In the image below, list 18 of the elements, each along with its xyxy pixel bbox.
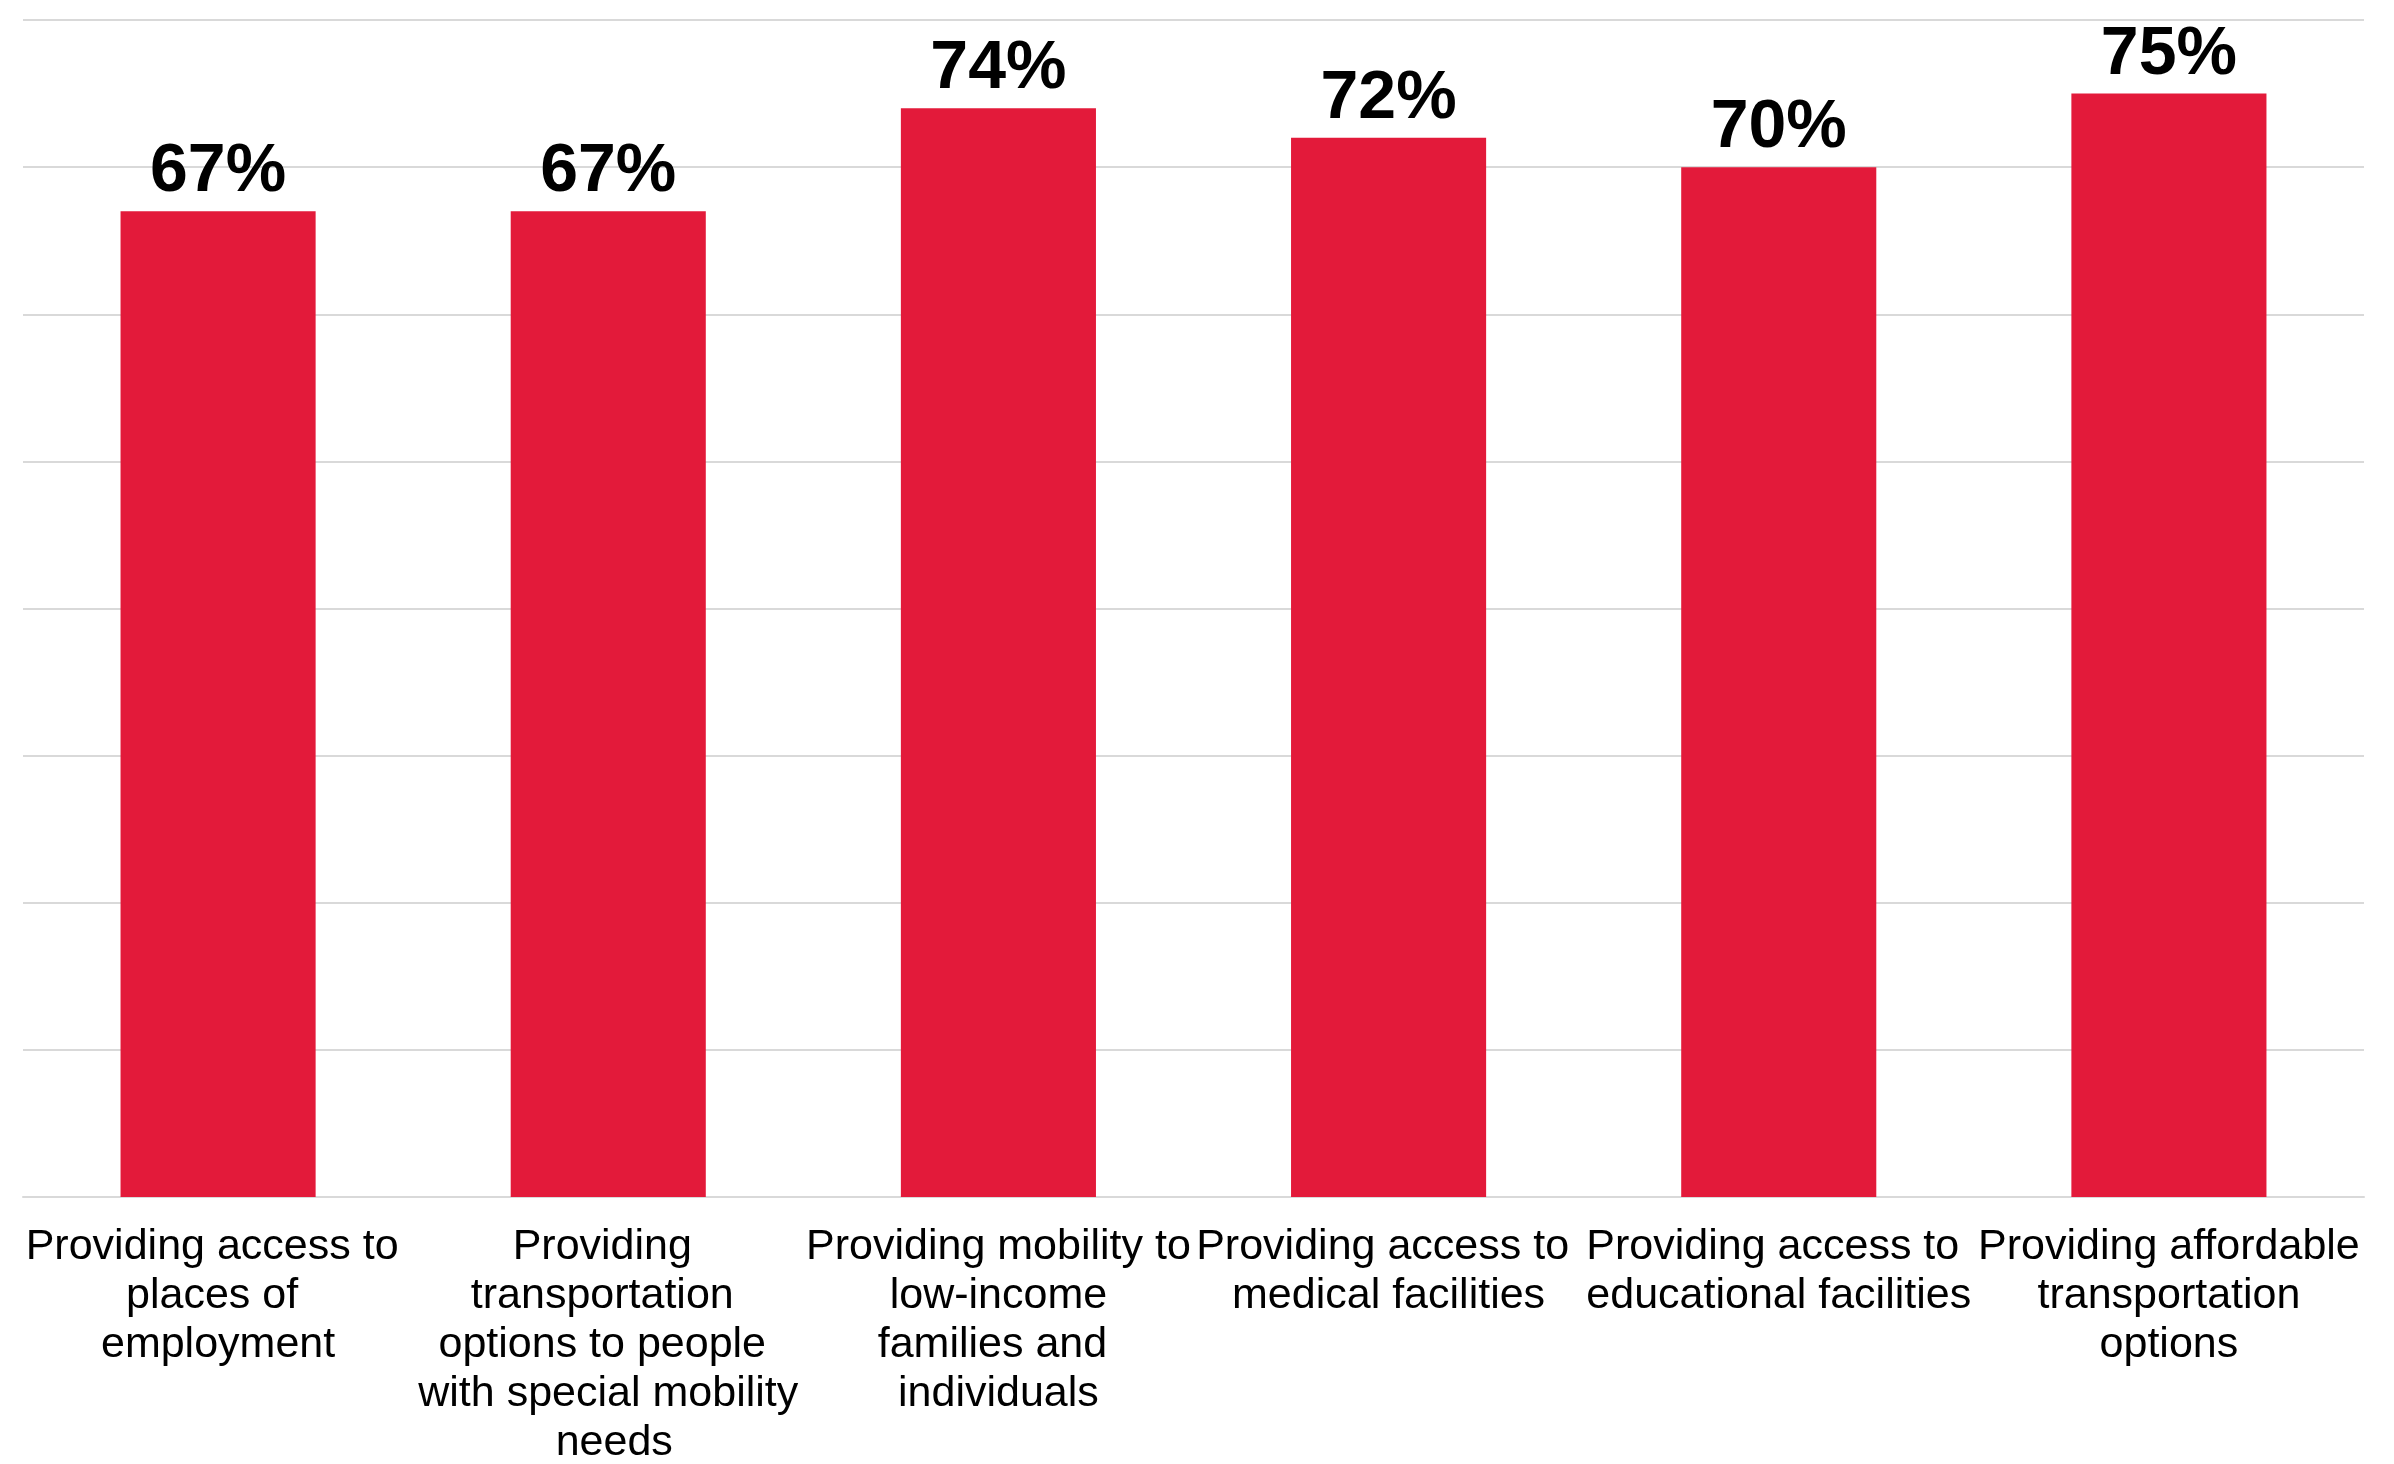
x-tick-label: Providing access to medical facilities xyxy=(1196,1219,1581,1317)
x-tick-label: Providing access to educational facilities xyxy=(1586,1219,1972,1317)
x-tick-label: Providing mobility to low-income families and individuals xyxy=(806,1219,1191,1415)
bar xyxy=(2071,93,2267,1197)
data-label: 75% xyxy=(2100,11,2237,88)
x-tick-label: Providing transportation options to people with special mobility needs xyxy=(417,1219,799,1464)
bar xyxy=(1681,167,1877,1197)
bar xyxy=(510,211,706,1197)
bar xyxy=(900,108,1096,1197)
x-tick-label: Providing affordable transportation options xyxy=(1978,1219,2360,1366)
data-label: 70% xyxy=(1710,85,1847,162)
data-label: 72% xyxy=(1320,55,1457,132)
bar xyxy=(120,211,316,1197)
data-label: 67% xyxy=(540,129,677,206)
data-label: 67% xyxy=(150,129,287,206)
bar xyxy=(1291,137,1487,1197)
data-label: 74% xyxy=(930,26,1067,103)
x-tick-label: Providing access to places of employment xyxy=(25,1219,411,1366)
